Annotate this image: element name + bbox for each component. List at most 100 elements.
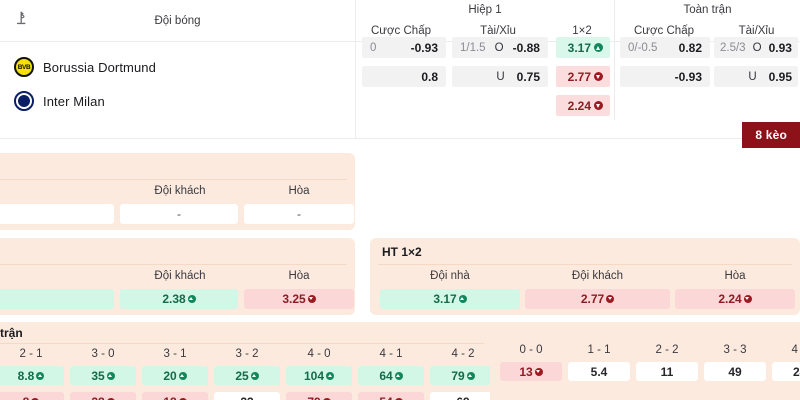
- score-cell[interactable]: 25: [214, 366, 280, 385]
- panel-header-draw: Hòa: [288, 185, 310, 197]
- score-cell[interactable]: 28: [70, 392, 136, 400]
- trend-down-icon: [606, 295, 615, 303]
- borussia-dortmund-crest: [14, 57, 34, 77]
- odds-cell-ft-overunder-over[interactable]: 2.5/3 O 0.93: [714, 37, 798, 58]
- table-bottom-divider: [0, 138, 800, 139]
- score-header: 2 - 2: [655, 344, 679, 356]
- trend-up-icon: [394, 371, 403, 380]
- panel-cell-home[interactable]: [0, 289, 114, 309]
- score-cell[interactable]: 54: [358, 392, 424, 400]
- score-cell[interactable]: 249: [772, 362, 800, 381]
- odds-cell-ht-overunder-under[interactable]: U 0.75: [452, 66, 548, 87]
- panel-header-draw: Hòa: [724, 270, 746, 282]
- score-grid-draw-columns: 0 - 0 1 - 1 2 - 2 3 - 3 4 - 4 13 5.4 11 …: [500, 344, 800, 400]
- score-header: 4 - 2: [451, 348, 475, 360]
- bet-count-badge[interactable]: 8 kèo: [742, 122, 800, 148]
- panel-header-home: Đội nhà: [430, 270, 470, 282]
- column-divider-halves: [614, 0, 615, 120]
- panel-header-away: Đội khách: [154, 185, 206, 197]
- score-cell[interactable]: 5.4: [568, 362, 630, 381]
- trend-up-icon: [36, 371, 45, 380]
- trend-up-icon: [187, 295, 196, 303]
- col-header-ht-handicap: Cược Chấp: [371, 25, 431, 37]
- score-cell[interactable]: 35: [70, 366, 136, 385]
- panel-cell-draw[interactable]: 3.25: [244, 289, 354, 309]
- panel-header-draw: Hòa: [288, 270, 310, 282]
- trend-up-icon: [466, 371, 475, 380]
- team-row[interactable]: Inter Milan: [0, 84, 355, 118]
- inter-milan-crest: [14, 91, 34, 111]
- team-name: Borussia Dortmund: [43, 59, 156, 75]
- score-cell[interactable]: 8.8: [0, 366, 64, 385]
- score-grid-draw: 0 - 0 1 - 1 2 - 2 3 - 3 4 - 4 13 5.4 11 …: [490, 322, 800, 400]
- panel-cell-draw[interactable]: 2.24: [675, 289, 795, 309]
- panel-cell-away[interactable]: 2.77: [525, 289, 670, 309]
- trend-down-icon: [307, 295, 316, 303]
- column-divider-teams: [355, 0, 356, 139]
- panel-title-ht-1x2: HT 1×2: [382, 245, 422, 259]
- score-header: 2 - 1: [19, 348, 43, 360]
- score-header: 3 - 2: [235, 348, 259, 360]
- panel-divider: [0, 179, 347, 180]
- score-header: 4 - 0: [307, 348, 331, 360]
- team-list: Borussia Dortmund Inter Milan: [0, 42, 355, 139]
- panel-1x2-bottom: Đội khách Hòa 2.38 3.25: [0, 238, 355, 315]
- score-header: 3 - 0: [91, 348, 115, 360]
- group-label: Toàn trận: [683, 4, 732, 16]
- col-header-ft-handicap: Cược Chấp: [634, 25, 694, 37]
- score-cell[interactable]: 23: [214, 392, 280, 400]
- panel-cell-home[interactable]: [0, 204, 114, 224]
- score-header: 1 - 1: [587, 344, 611, 356]
- odds-cell-ht-1x2-draw[interactable]: 2.24: [556, 95, 610, 116]
- trend-up-icon: [326, 371, 335, 380]
- panel-ht-1x2: HT 1×2 Đội nhà Đội khách Hòa 3.17 2.77 2…: [370, 238, 800, 315]
- odds-cell-ht-1x2-away[interactable]: 2.77: [556, 66, 610, 87]
- score-cell[interactable]: 104: [286, 366, 352, 385]
- odds-cell-ht-1x2-home[interactable]: 3.17: [556, 37, 610, 58]
- group-label: Hiệp 1: [468, 4, 502, 16]
- trend-down-icon: [594, 72, 603, 81]
- score-cell[interactable]: 79: [286, 392, 352, 400]
- score-cell[interactable]: 49: [704, 362, 766, 381]
- odds-cell-ft-overunder-under[interactable]: U 0.95: [714, 66, 798, 87]
- trend-down-icon: [594, 101, 603, 110]
- score-header: 4 - 1: [379, 348, 403, 360]
- odds-cell-ft-handicap-1[interactable]: 0/-0.5 0.82: [620, 37, 710, 58]
- score-grid-home: trận 2 - 1 3 - 0 3 - 1 3 - 2 4 - 0 4 - 1…: [0, 322, 568, 400]
- score-cell[interactable]: 79: [430, 366, 496, 385]
- team-column-header: Đội bóng: [0, 0, 355, 42]
- score-header: 4 - 4: [791, 344, 800, 356]
- group-header-first-half: Hiệp 1: [355, 0, 615, 20]
- score-cell[interactable]: 11: [636, 362, 698, 381]
- team-row[interactable]: Borussia Dortmund: [0, 50, 355, 84]
- score-grid-home-columns: 2 - 1 3 - 0 3 - 1 3 - 2 4 - 0 4 - 1 4 - …: [0, 348, 568, 400]
- score-cell[interactable]: 8: [0, 392, 64, 400]
- col-header-ft-overunder: Tài/Xỉu: [738, 25, 775, 37]
- flag-pin-icon[interactable]: [14, 9, 34, 29]
- bet-count-label: 8 kèo: [755, 128, 787, 142]
- trend-down-icon: [743, 295, 752, 303]
- panel-header-away: Đội khách: [154, 270, 206, 282]
- score-cell[interactable]: 69: [430, 392, 496, 400]
- team-name: Inter Milan: [43, 93, 105, 109]
- trend-up-icon: [250, 371, 259, 380]
- score-cell[interactable]: 20: [142, 366, 208, 385]
- score-grid-section-label: trận: [0, 326, 23, 340]
- panel-correct-score-top: Đội khách Hòa - -: [0, 153, 355, 230]
- panel-divider: [378, 264, 792, 265]
- panel-divider: [0, 264, 347, 265]
- panel-cell-draw[interactable]: -: [244, 204, 354, 224]
- trend-down-icon: [534, 367, 543, 376]
- score-cell[interactable]: 18: [142, 392, 208, 400]
- odds-cell-ft-handicap-2[interactable]: -0.93: [620, 66, 710, 87]
- group-header-full-match: Toàn trận: [615, 0, 800, 20]
- odds-cell-ht-overunder-over[interactable]: 1/1.5 O -0.88: [452, 37, 548, 58]
- score-cell[interactable]: 13: [500, 362, 562, 381]
- panel-cell-away[interactable]: 2.38: [120, 289, 238, 309]
- score-cell[interactable]: 64: [358, 366, 424, 385]
- odds-cell-ht-handicap-1[interactable]: 0 -0.93: [362, 37, 446, 58]
- odds-cell-ht-handicap-2[interactable]: 0.8: [362, 66, 446, 87]
- panel-cell-home[interactable]: 3.17: [380, 289, 520, 309]
- panel-cell-away[interactable]: -: [120, 204, 238, 224]
